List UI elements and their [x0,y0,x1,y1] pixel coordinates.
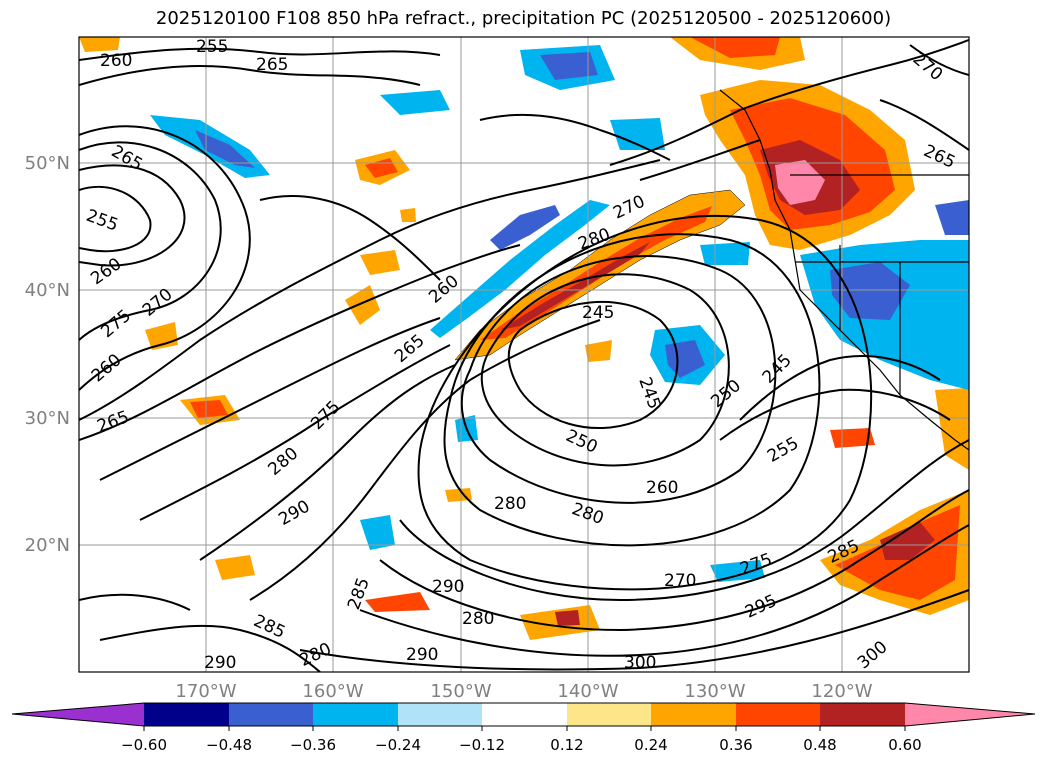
precip-cell [190,400,228,418]
colorbar-tick-label: 0.60 [888,736,921,754]
lat-label: 30°N [25,408,70,429]
precip-topright-red [690,37,780,58]
colorbar-segment [567,703,651,726]
colorbar-segment [398,703,482,726]
precip-neg-blob [710,560,765,582]
lon-label: 150°W [430,681,491,702]
colorbar-segment [144,703,229,726]
precip-band-darkred [500,242,650,330]
contour-label: 270 [664,571,696,591]
coastline [719,89,969,451]
contour-label: 280 [494,494,526,514]
contour-label: 245 [582,303,614,323]
colorbar-tick-label: −0.60 [121,736,167,754]
precip-cell [215,555,255,580]
map-frame [78,36,970,673]
colorbar-tick-label: −0.24 [375,736,421,754]
colorbar-extend-high [905,703,1035,726]
colorbar-segment [651,703,736,726]
contour-label: 290 [432,577,464,597]
colorbar: −0.60 −0.48 −0.36 −0.24 −0.12 0.12 0.24 … [11,702,1036,754]
contour-label: 260 [646,478,678,498]
precip-neg-blob [360,515,395,550]
contour-label: 260 [100,51,132,71]
contour-label: 290 [204,653,236,673]
lat-label: 20°N [25,535,70,556]
precip-neg-interior [830,262,910,320]
precip-cell [585,340,612,362]
precip-cell [400,208,416,222]
colorbar-extend-low [12,703,144,726]
precip-cell [345,285,380,325]
colorbar-ticks [143,726,906,731]
colorbar-tick-label: −0.12 [459,736,505,754]
colorbar-tick-label: −0.48 [206,736,252,754]
graticule [79,37,969,672]
precip-neg-blob [700,242,750,265]
precip-nw-pink [775,160,825,205]
lat-label: 50°N [25,153,70,174]
precip-neg-band-sky [430,200,610,338]
precip-neg-interior [935,200,969,235]
precip-positive-regions [79,37,969,640]
contour-label: 300 [624,653,656,673]
precip-neg-blob [380,90,450,115]
precip-cell [445,488,472,502]
precip-neg-blob [665,340,705,378]
colorbar-tick-label: −0.36 [290,736,336,754]
colorbar-tick-label: 0.48 [803,736,836,754]
longitude-labels: 170°W 160°W 150°W 140°W 130°W 120°W [175,681,872,702]
lon-label: 120°W [811,681,872,702]
contour-label: 255 [196,37,228,57]
precip-cell [935,388,969,470]
precip-cell [365,592,430,612]
lon-label: 170°W [175,681,236,702]
colorbar-tick-label: 0.36 [719,736,752,754]
precip-neg-blob [195,130,255,168]
chart-title: 2025120100 F108 850 hPa refract., precip… [155,8,892,29]
latitude-labels: 50°N 40°N 30°N 20°N [25,153,70,556]
colorbar-tick-label: 0.24 [634,736,667,754]
contour-label: 290 [406,645,438,665]
precip-cell [79,37,120,52]
refractivity-contours [79,39,969,672]
precip-neg-blob [610,118,665,150]
colorbar-segment [229,703,313,726]
lat-label: 40°N [25,280,70,301]
colorbar-segment [313,703,398,726]
colorbar-segment [820,703,905,726]
lon-label: 130°W [684,681,745,702]
lon-label: 140°W [557,681,618,702]
colorbar-segment [482,703,567,726]
precip-neg-blob [540,52,598,80]
precip-cell [555,610,580,626]
precip-cell [360,250,400,275]
precip-neg-band-royal [490,205,560,250]
precip-se-darkred [880,522,935,560]
colorbar-segment [736,703,820,726]
contour-label: 280 [462,609,494,629]
colorbar-tick-label: 0.12 [550,736,583,754]
contour-label: 265 [256,55,288,75]
precip-cell [830,428,875,448]
lon-label: 160°W [302,681,363,702]
